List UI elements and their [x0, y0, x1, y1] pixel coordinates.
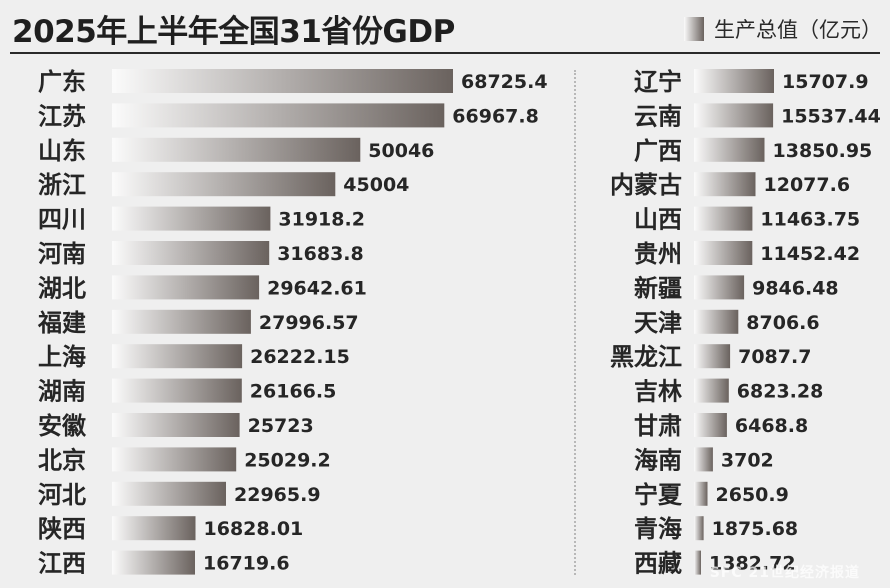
legend-label: 生产总值（亿元）: [714, 18, 882, 42]
value-label: 26166.5: [250, 381, 337, 403]
category-label: 浙江: [38, 171, 86, 199]
category-label: 上海: [38, 343, 86, 371]
title-underline: [10, 52, 880, 54]
category-label: 贵州: [634, 240, 682, 268]
value-label: 15537.44: [781, 105, 881, 127]
bar: [112, 275, 260, 300]
value-label: 3702: [721, 449, 774, 471]
value-label: 11452.42: [760, 243, 860, 265]
value-label: 12077.6: [764, 174, 851, 196]
category-label: 西藏: [634, 550, 682, 578]
bar: [694, 344, 731, 369]
bar: [694, 275, 745, 300]
bar: [694, 378, 729, 403]
category-label: 云南: [634, 102, 682, 130]
value-label: 2650.9: [716, 484, 789, 506]
bar: [694, 550, 701, 575]
category-label: 陕西: [38, 515, 86, 543]
value-label: 45004: [343, 174, 409, 196]
bar: [694, 447, 713, 472]
bar: [694, 241, 753, 265]
value-label: 15707.9: [782, 71, 869, 93]
bar: [112, 413, 240, 437]
category-label: 广东: [38, 68, 86, 96]
value-label: 50046: [368, 140, 434, 162]
bar: [694, 481, 708, 506]
bar: [694, 309, 739, 334]
bar: [112, 516, 196, 541]
value-label: 1382.72: [709, 553, 796, 575]
value-label: 25723: [248, 415, 314, 437]
bar: [112, 137, 361, 162]
category-label: 江苏: [38, 102, 86, 130]
bar: [694, 206, 753, 231]
bar: [112, 344, 243, 369]
category-label: 新疆: [634, 274, 682, 302]
category-label: 福建: [37, 309, 86, 337]
value-label: 16719.6: [203, 553, 290, 575]
category-label: 河北: [38, 481, 86, 509]
bar: [694, 69, 774, 93]
value-label: 31683.8: [277, 243, 364, 265]
category-label: 河南: [38, 240, 86, 268]
category-label: 安徽: [38, 412, 87, 440]
bar: [112, 481, 226, 506]
value-label: 31918.2: [278, 209, 365, 231]
bar: [694, 516, 704, 541]
value-label: 16828.01: [204, 518, 304, 540]
bar: [112, 206, 271, 231]
legend: 生产总值（亿元）: [684, 14, 882, 44]
category-label: 吉林: [634, 378, 682, 406]
column-divider: [574, 70, 576, 575]
category-label: 辽宁: [634, 68, 682, 96]
category-label: 湖北: [38, 274, 86, 302]
value-label: 26222.15: [250, 346, 350, 368]
legend-swatch: [684, 17, 704, 41]
value-label: 27996.57: [259, 312, 359, 334]
category-label: 青海: [634, 515, 682, 543]
value-label: 8706.6: [746, 312, 819, 334]
value-label: 11463.75: [760, 209, 860, 231]
bar: [112, 550, 195, 575]
category-label: 甘肃: [634, 412, 682, 440]
category-label: 北京: [38, 446, 86, 474]
value-label: 13850.95: [773, 140, 873, 162]
value-label: 66967.8: [452, 105, 539, 127]
value-label: 22965.9: [234, 484, 321, 506]
category-label: 黑龙江: [610, 343, 682, 371]
category-label: 江西: [38, 550, 86, 578]
value-label: 7087.7: [738, 346, 811, 368]
value-label: 68725.4: [461, 71, 548, 93]
bar: [112, 447, 237, 472]
bar: [112, 241, 270, 265]
category-label: 山东: [38, 137, 86, 165]
bar: [112, 309, 251, 334]
bar: [112, 69, 453, 93]
value-label: 29642.61: [267, 277, 367, 299]
bar: [694, 103, 774, 128]
bar: [694, 137, 765, 162]
category-label: 海南: [634, 446, 682, 474]
value-label: 25029.2: [244, 449, 331, 471]
bar: [112, 172, 336, 197]
category-label: 宁夏: [634, 481, 683, 509]
watermark: SFC 21世纪经济报道: [709, 565, 860, 581]
chart-title: 2025年上半年全国31省份GDP: [12, 14, 455, 50]
category-label: 山西: [634, 206, 682, 234]
category-label: 湖南: [38, 378, 86, 406]
category-label: 天津: [634, 309, 682, 337]
category-label: 广西: [634, 137, 682, 165]
bar: [112, 378, 242, 403]
value-label: 6823.28: [737, 381, 824, 403]
bar: [694, 413, 727, 437]
value-label: 1875.68: [712, 518, 799, 540]
value-label: 9846.48: [752, 277, 839, 299]
category-label: 四川: [38, 206, 86, 234]
category-label: 内蒙古: [610, 171, 682, 199]
bar: [694, 172, 756, 197]
bar: [112, 103, 445, 128]
value-label: 6468.8: [735, 415, 808, 437]
